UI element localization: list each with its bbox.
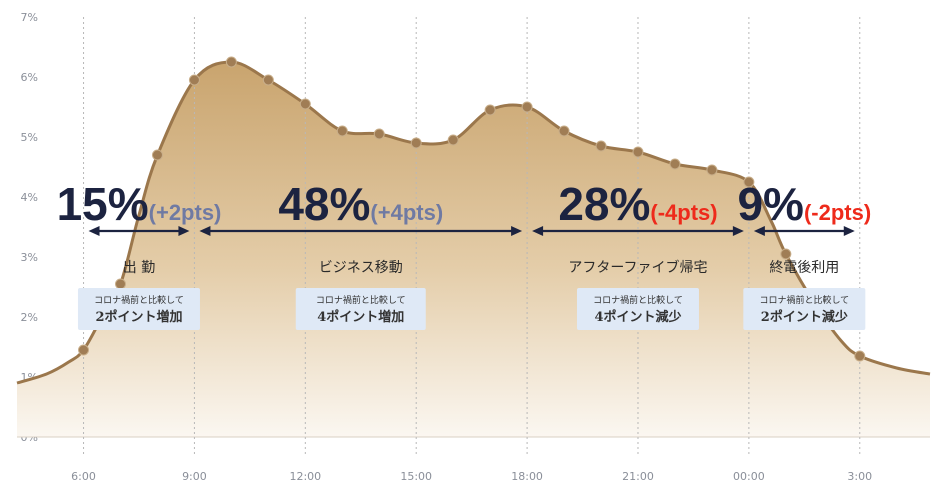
segment-share-value: 48%: [278, 178, 370, 230]
segment-arrow-right-head: [732, 226, 744, 236]
y-tick-label: 5%: [21, 131, 38, 144]
segment-note-line2: 4ポイント減少: [594, 309, 681, 325]
segment-note-line1: コロナ禍前と比較して: [759, 294, 849, 306]
segment-change-value: (+2pts): [149, 200, 222, 225]
segment-arrow-left-head: [532, 226, 544, 236]
area-layer: [16, 60, 931, 438]
segment-name-label: ビジネス移動: [319, 260, 403, 276]
data-point: [854, 350, 866, 362]
segment-name-label: アフターファイブ帰宅: [568, 259, 707, 276]
data-point: [780, 248, 792, 260]
share-area: [17, 62, 930, 437]
segment-note-box: [295, 288, 426, 330]
segment-note-box: [77, 288, 200, 330]
segment-note-line1: コロナ禍前と比較して: [593, 294, 683, 306]
data-point: [114, 278, 126, 290]
segment-name-label: 終電後利用: [769, 260, 839, 276]
data-point: [706, 164, 718, 176]
x-tick-label: 12:00: [289, 470, 321, 483]
segment-arrow-left-head: [199, 226, 211, 236]
y-tick-label: 6%: [21, 71, 38, 84]
data-point: [410, 137, 422, 149]
segment-share-value: 9%: [737, 178, 803, 230]
data-markers: [78, 56, 866, 362]
data-point: [299, 98, 311, 110]
segment-note-line2: 2ポイント増加: [95, 309, 182, 325]
data-point: [78, 344, 90, 356]
segment-arrow-left-head: [88, 226, 100, 236]
data-point: [225, 56, 237, 68]
data-point: [188, 74, 200, 86]
y-tick-label: 3%: [21, 251, 38, 264]
segment-share-heading: 9%(-2pts): [737, 178, 871, 230]
data-point: [151, 149, 163, 161]
segment-arrow-left-head: [753, 226, 765, 236]
segment-share-heading: 28%(-4pts): [558, 178, 717, 230]
segment-share-heading: 15%(+2pts): [57, 178, 222, 230]
segment-name-label: 出 勤: [123, 260, 155, 276]
segment-note-line1: コロナ禍前と比較して: [316, 294, 406, 306]
x-tick-label: 9:00: [182, 470, 207, 483]
data-point: [447, 134, 459, 146]
y-tick-label: 2%: [21, 311, 38, 324]
y-tick-label: 7%: [21, 11, 38, 24]
y-axis: 0%1%2%3%4%5%6%7%: [21, 11, 38, 444]
data-point: [632, 146, 644, 158]
y-tick-label: 4%: [21, 191, 38, 204]
data-point: [743, 176, 755, 188]
segment-note-line1: コロナ禍前と比較して: [94, 294, 184, 306]
x-tick-label: 18:00: [511, 470, 543, 483]
x-tick-label: 15:00: [400, 470, 432, 483]
segment-note-line2: 2ポイント減少: [761, 309, 848, 325]
data-point: [669, 158, 681, 170]
segment-share-value: 15%: [57, 178, 149, 230]
segment-note-line2: 4ポイント増加: [317, 309, 404, 325]
data-point: [336, 125, 348, 137]
data-point: [262, 74, 274, 86]
x-tick-label: 3:00: [847, 470, 872, 483]
segment-arrow-right-head: [843, 226, 855, 236]
x-tick-label: 21:00: [622, 470, 654, 483]
data-point: [484, 104, 496, 116]
segment-change-value: (+4pts): [370, 200, 443, 225]
segment-arrow-right-head: [178, 226, 190, 236]
segment-share-value: 28%: [558, 178, 650, 230]
segment-note-box: [576, 288, 699, 330]
x-tick-label: 00:00: [733, 470, 765, 483]
x-tick-label: 6:00: [71, 470, 96, 483]
data-point: [558, 125, 570, 137]
segment-share-heading: 48%(+4pts): [278, 178, 443, 230]
segment-change-value: (-4pts): [650, 200, 717, 225]
x-axis: 6:00 9:00 12:00 15:00 18:00 21:00 00:00 3:00: [71, 470, 872, 483]
data-point: [595, 140, 607, 152]
data-point: [373, 128, 385, 140]
segment-change-value: (-2pts): [804, 200, 871, 225]
segment-arrow-right-head: [511, 226, 523, 236]
segment-note-box: [743, 288, 866, 330]
vertical-gridlines: [83, 17, 861, 455]
data-point: [521, 101, 533, 113]
